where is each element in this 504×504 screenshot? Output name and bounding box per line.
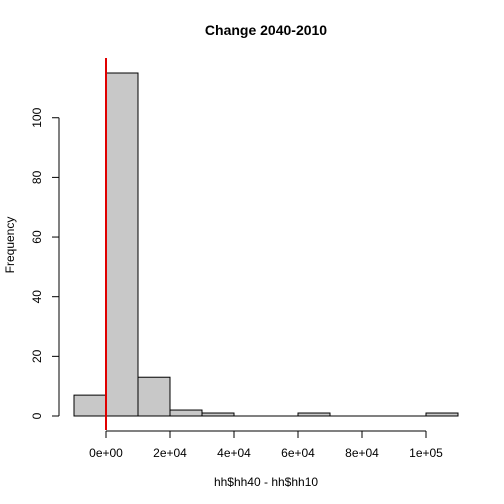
x-axis: 0e+00 2e+04 4e+04 6e+04 8e+04 1e+05 bbox=[89, 430, 443, 460]
y-tick-label-2: 40 bbox=[30, 290, 44, 304]
histogram-bar-11 bbox=[425, 412, 459, 417]
x-tick-label-0: 0e+00 bbox=[89, 446, 123, 460]
histogram-bar-7 bbox=[297, 412, 331, 417]
histogram-bar-2 bbox=[137, 376, 171, 417]
y-axis-label: Frequency bbox=[3, 217, 17, 274]
x-tick-label-2: 4e+04 bbox=[217, 446, 251, 460]
y-axis: 0 20 40 60 80 100 bbox=[30, 107, 60, 419]
histogram-bar-4 bbox=[201, 412, 235, 417]
chart-title: Change 2040-2010 bbox=[205, 22, 327, 38]
x-tick-label-1: 2e+04 bbox=[153, 446, 187, 460]
y-tick-label-5: 100 bbox=[30, 107, 44, 127]
x-axis-label: hh$hh40 - hh$hh10 bbox=[214, 475, 318, 489]
y-tick-label-0: 0 bbox=[30, 412, 44, 419]
bars-group bbox=[73, 72, 459, 417]
histogram-bar-1 bbox=[105, 72, 139, 417]
y-tick-label-4: 80 bbox=[30, 170, 44, 184]
histogram-bar-3 bbox=[169, 409, 203, 417]
y-tick-label-1: 20 bbox=[30, 349, 44, 363]
y-tick-label-3: 60 bbox=[30, 230, 44, 244]
x-tick-label-5: 1e+05 bbox=[409, 446, 443, 460]
histogram-bar-0 bbox=[73, 394, 107, 417]
x-tick-label-3: 6e+04 bbox=[281, 446, 315, 460]
x-tick-label-4: 8e+04 bbox=[345, 446, 379, 460]
